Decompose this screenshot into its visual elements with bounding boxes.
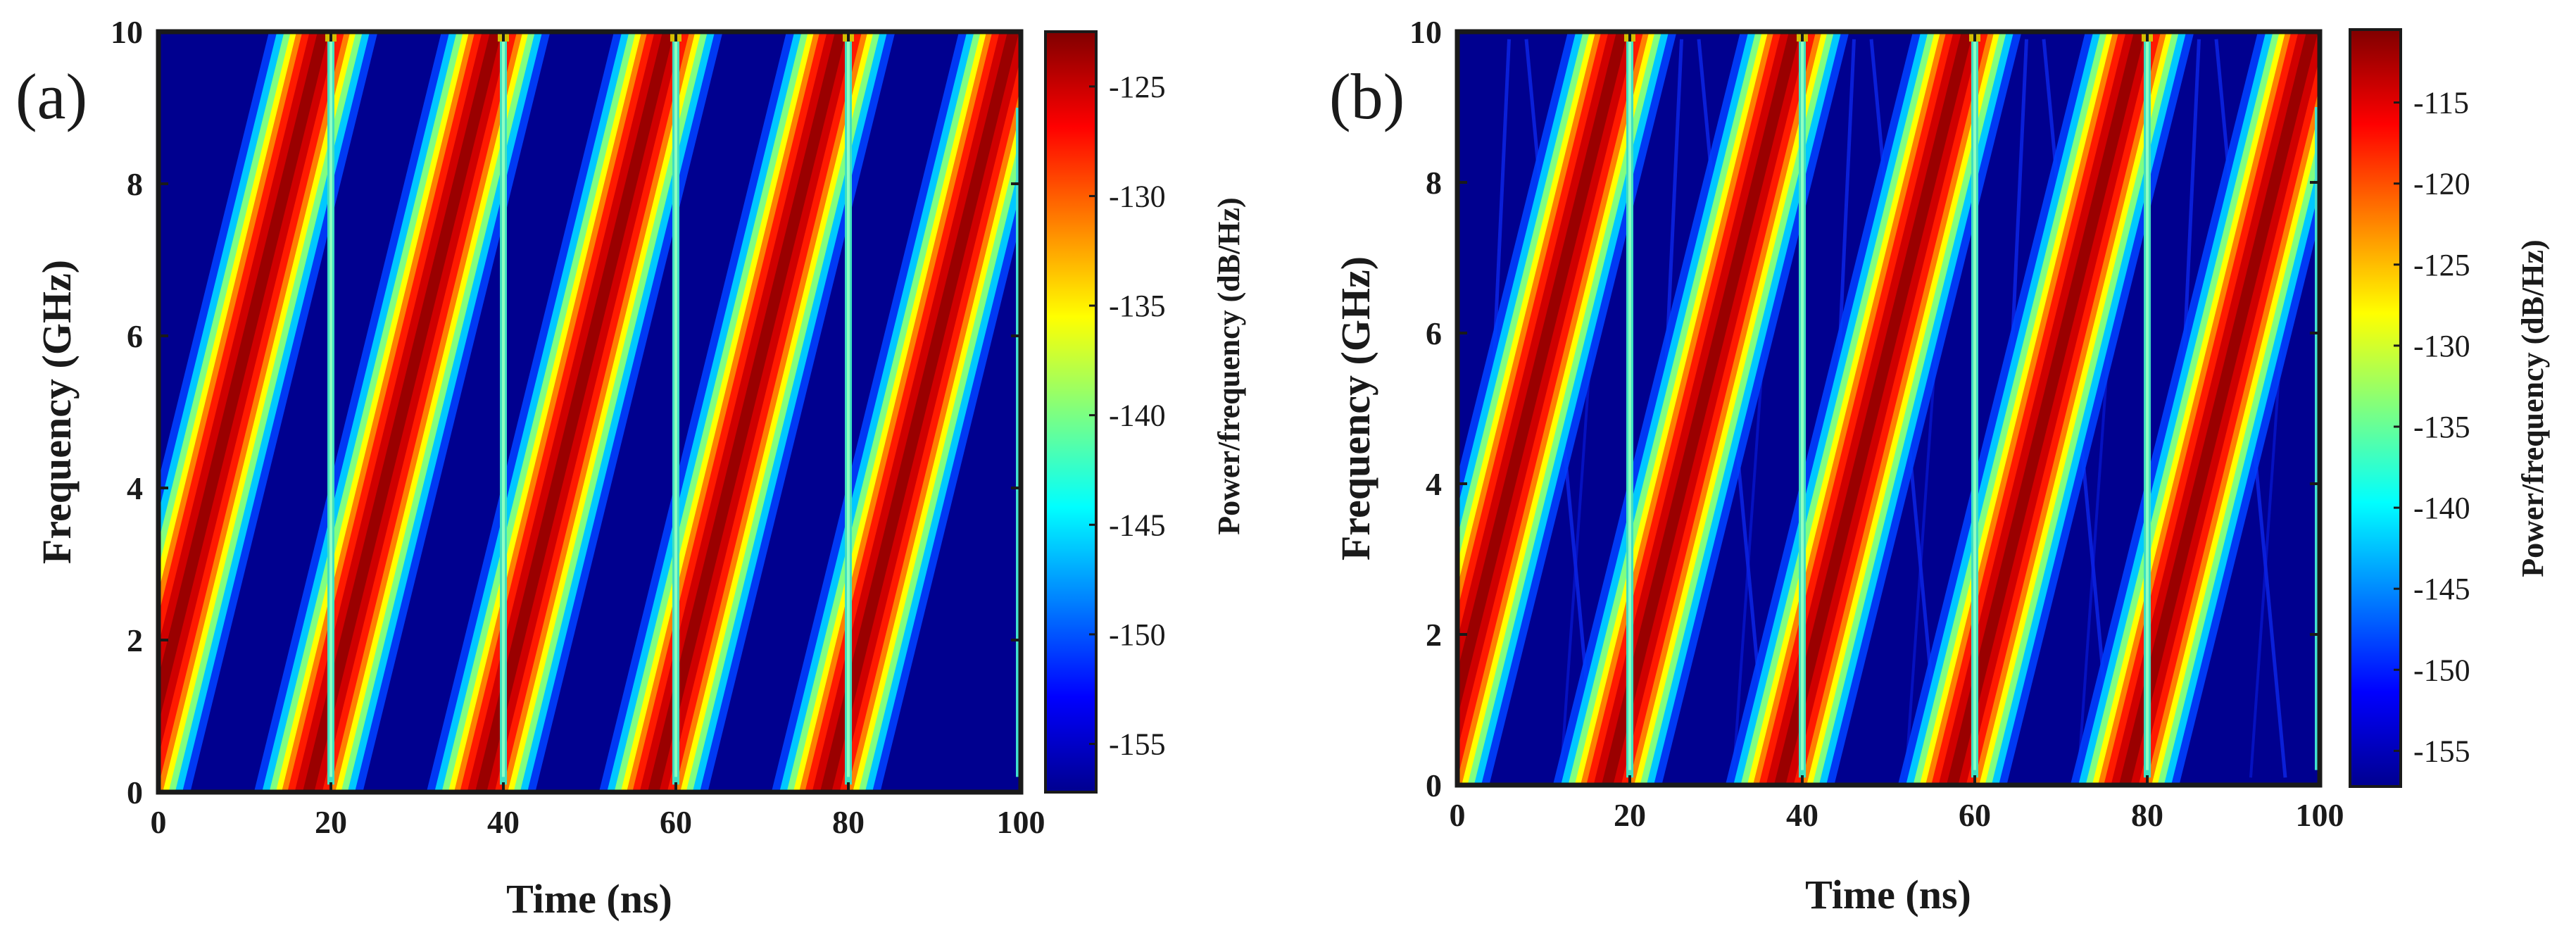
y-tick-label: 0 bbox=[127, 775, 143, 810]
x-tick-label: 80 bbox=[2131, 797, 2163, 833]
plot-frame-b bbox=[1455, 29, 2323, 788]
y-tick-label: 2 bbox=[1426, 617, 1442, 653]
y-tick-label: 6 bbox=[127, 318, 143, 354]
colorbar-tick-label: -130 bbox=[1109, 179, 1166, 213]
colorbar-a: -125 -130 -135 -140 -145 -150 -155 Power/frequ… bbox=[1044, 30, 1246, 794]
x-tick-label: 40 bbox=[487, 804, 520, 840]
x-tick-label: 60 bbox=[1959, 797, 1991, 833]
colorbar-tick-label: -150 bbox=[2413, 653, 2470, 687]
x-tick-label: 40 bbox=[1786, 797, 1818, 833]
chirp-ramp-3 bbox=[475, 32, 674, 792]
spectrogram-b bbox=[1457, 32, 2320, 785]
x-tick-label: 100 bbox=[2296, 797, 2344, 833]
colorbar-gradient-b bbox=[2349, 28, 2402, 788]
chirp-ramp-5 bbox=[2118, 32, 2318, 785]
colorbar-tick-label: -120 bbox=[2413, 167, 2470, 201]
x-tick-label: 0 bbox=[1450, 797, 1466, 833]
y-axis-b: 0 2 4 6 8 10 bbox=[1409, 14, 2320, 803]
colorbar-tick-label: -155 bbox=[2413, 734, 2470, 768]
panel-b: (b) 0 20 40 60 80 100 0 2 4 6 8 10 Time (ns) Frequ… bbox=[1329, 14, 2550, 917]
chirp-ramp-2 bbox=[1601, 32, 1801, 785]
colorbar-tick-label: -115 bbox=[2413, 86, 2469, 120]
x-axis-label-b: Time (ns) bbox=[1805, 872, 1971, 917]
colorbar-tick-label: -135 bbox=[1109, 289, 1166, 323]
x-tick-label: 20 bbox=[315, 804, 347, 840]
colorbar-gradient-a bbox=[1044, 30, 1098, 794]
y-tick-label: 0 bbox=[1426, 767, 1442, 803]
chirp-ramp-2 bbox=[302, 32, 502, 792]
panel-label-a: (a) bbox=[15, 61, 87, 132]
chirp-ramp-3 bbox=[1773, 32, 1973, 785]
chirp-ramp-1 bbox=[1457, 32, 1628, 718]
chirp-ramp-5 bbox=[819, 32, 1019, 792]
y-tick-label: 2 bbox=[127, 622, 143, 658]
panel-a: (a) 0 20 40 60 80 100 0 2 4 6 8 10 Time (ns) Frequ… bbox=[15, 14, 1246, 922]
y-axis-label-b: Frequency (GHz) bbox=[1333, 256, 1378, 560]
colorbar-tick-label: -125 bbox=[1109, 70, 1166, 104]
colorbar-b: -115 -120 -125 -130 -135 -140 -145 -150 -155 Pow… bbox=[2349, 28, 2550, 788]
colorbar-tick-label: -140 bbox=[2413, 491, 2470, 525]
colorbar-label-b: Power/frequency (dB/Hz) bbox=[2515, 239, 2550, 577]
colorbar-tick-label: -155 bbox=[1109, 727, 1166, 762]
plot-area-a bbox=[156, 29, 1024, 795]
x-axis-a: 0 20 40 60 80 100 bbox=[151, 32, 1045, 840]
colorbar-tick-label: -145 bbox=[2413, 572, 2470, 606]
plot-area-b bbox=[1455, 29, 2323, 788]
colorbar-tick-label: -150 bbox=[1109, 618, 1166, 652]
chirp-ramp-4 bbox=[647, 32, 847, 792]
x-tick-label: 60 bbox=[660, 804, 692, 840]
y-tick-label: 10 bbox=[111, 14, 143, 50]
y-axis-label-a: Frequency (GHz) bbox=[34, 260, 80, 564]
plot-frame-a bbox=[156, 29, 1024, 795]
y-axis-a: 0 2 4 6 8 10 bbox=[111, 14, 1021, 810]
y-tick-label: 4 bbox=[127, 470, 143, 506]
panel-label-b: (b) bbox=[1329, 61, 1405, 132]
x-tick-label: 0 bbox=[151, 804, 167, 840]
x-axis-label-a: Time (ns) bbox=[506, 876, 672, 922]
y-tick-label: 10 bbox=[1409, 14, 1442, 50]
spectrogram-a bbox=[158, 32, 1021, 792]
colorbar-tick-label: -140 bbox=[1109, 399, 1166, 433]
y-tick-label: 8 bbox=[127, 166, 143, 202]
x-tick-label: 20 bbox=[1614, 797, 1646, 833]
chirp-ramp-1 bbox=[158, 32, 329, 725]
x-tick-label: 80 bbox=[832, 804, 865, 840]
colorbar-tick-label: -145 bbox=[1109, 508, 1166, 542]
colorbar-tick-label: -135 bbox=[2413, 410, 2470, 444]
x-tick-label: 100 bbox=[997, 804, 1045, 840]
colorbar-ticks-b: -115 -120 -125 -130 -135 -140 -145 -150 -155 bbox=[2394, 86, 2470, 768]
chirp-ramp-4 bbox=[1946, 32, 2146, 785]
y-tick-label: 6 bbox=[1426, 315, 1442, 351]
y-tick-label: 8 bbox=[1426, 165, 1442, 201]
colorbar-ticks-a: -125 -130 -135 -140 -145 -150 -155 bbox=[1089, 70, 1166, 762]
colorbar-tick-label: -125 bbox=[2413, 248, 2470, 282]
y-tick-label: 4 bbox=[1426, 466, 1442, 502]
colorbar-tick-label: -130 bbox=[2413, 329, 2470, 363]
colorbar-label-a: Power/frequency (dB/Hz) bbox=[1212, 197, 1246, 534]
x-axis-b: 0 20 40 60 80 100 bbox=[1450, 32, 2344, 833]
